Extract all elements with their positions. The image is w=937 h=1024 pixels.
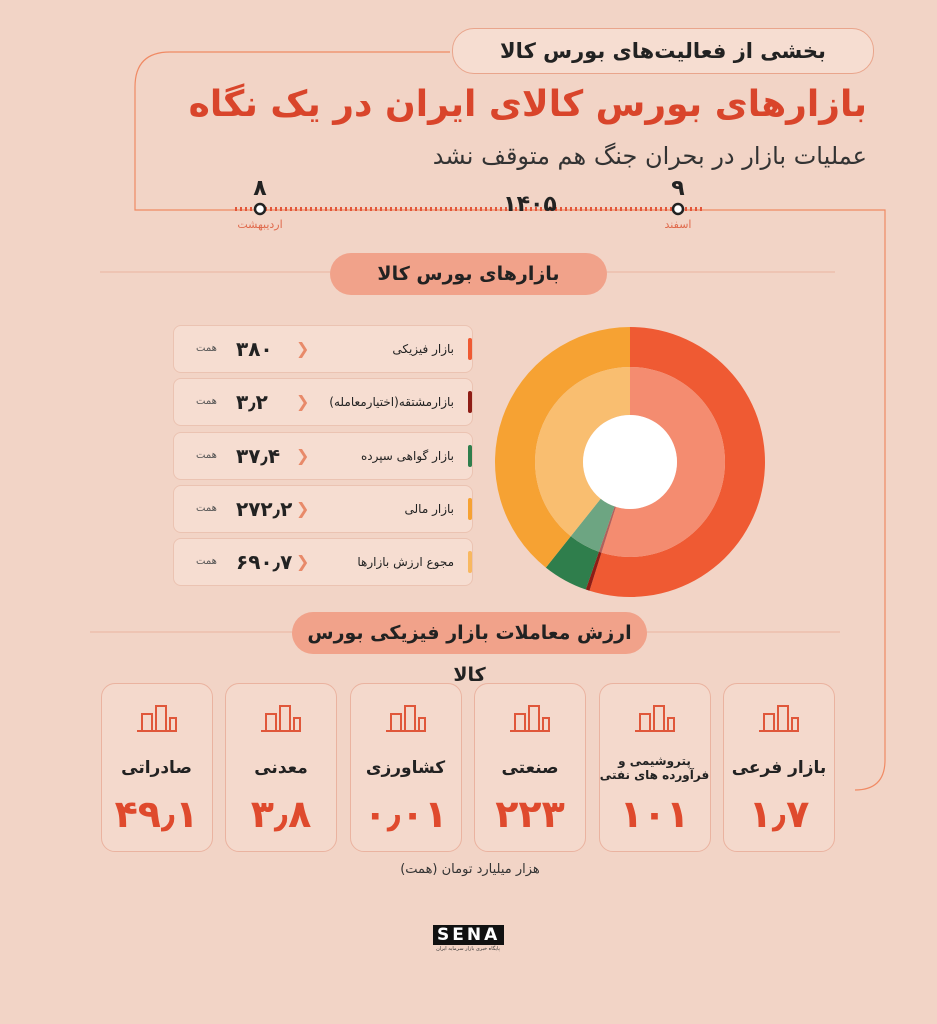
legend-unit: همت — [196, 396, 217, 408]
card-label: پتروشیمی و فرآورده های نفتی — [599, 754, 710, 782]
chevron: ❯ — [296, 445, 310, 465]
card-icon — [136, 705, 177, 732]
section-title: ارزش معاملات بازار فیزیکی بورس کالا — [292, 612, 647, 686]
timeline-month: اسفند — [664, 218, 692, 231]
card-value: ۰٫۰۱ — [363, 792, 448, 836]
legend-row: مجوع ارزش بازارها ❯ ۶۹۰٫۷ همت — [173, 538, 473, 587]
legend-label: بازارمشتقه(اختیارمعامله) — [329, 395, 454, 410]
donut-segment-inner — [535, 367, 630, 537]
card-value: ۱۰۱ — [619, 792, 690, 836]
market-card: پتروشیمی و فرآورده های نفتی ۱۰۱ — [598, 683, 711, 852]
icon-shape — [759, 705, 799, 732]
legend-unit: همت — [196, 449, 217, 461]
card-icon — [261, 705, 301, 732]
legend-label: بازار مالی — [404, 501, 454, 516]
unit-note: هزار میلیارد تومان (همت) — [400, 862, 540, 877]
legend-label: بازار فیزیکی — [392, 342, 454, 356]
legend-value: ۳۸۰ — [236, 337, 273, 361]
card-icon — [385, 705, 426, 732]
card-value: ۱٫۷ — [748, 792, 810, 836]
timeline-dot — [253, 202, 267, 216]
chevron: ❯ — [296, 552, 310, 572]
card-label: کشاورزی — [365, 758, 446, 778]
donut — [495, 327, 765, 597]
legend-unit: همت — [196, 556, 217, 568]
donut-segment-inner — [598, 506, 616, 553]
card-label: بازار فرعی — [731, 758, 827, 778]
chevron: ❯ — [296, 392, 310, 412]
legend-value: ۳٫۲ — [236, 390, 268, 415]
icon-shape — [634, 705, 675, 732]
kicker: بخشی از فعالیت‌های بورس کالا — [452, 28, 874, 74]
legend-color — [468, 391, 472, 414]
legend-color — [468, 444, 472, 467]
donut-segment — [545, 536, 599, 590]
timeline-dot — [671, 202, 685, 216]
legend-row: بازارمشتقه(اختیارمعامله) ❯ ۳٫۲ همت — [173, 378, 473, 427]
card-label: صادراتی — [121, 758, 192, 778]
icon-shape — [136, 705, 177, 732]
donut-hole — [583, 415, 677, 509]
legend-unit: همت — [196, 343, 217, 354]
card-icon — [510, 705, 550, 732]
card-icon — [759, 705, 799, 732]
card-icon — [634, 705, 675, 732]
market-card: صنعتی ۲۲۳ — [474, 683, 586, 852]
legend-value: ۲۷۲٫۲ — [236, 496, 293, 521]
frame-line — [134, 51, 886, 791]
timeline-day: ۹ — [671, 176, 685, 201]
donut-segment-inner — [601, 367, 726, 557]
card-value: ۲۲۳ — [495, 792, 565, 836]
legend-row: بازار فیزیکی ❯ ۳۸۰ همت — [173, 325, 473, 373]
legend-value: ۳۷٫۴ — [236, 443, 281, 468]
donut-segment — [589, 327, 765, 597]
legend-label: مجوع ارزش بازارها — [357, 555, 454, 570]
legend-label: بازار گواهی سپرده — [360, 448, 454, 463]
logo-tagline: پایگاه خبری بازار سرمایه ایران — [436, 946, 500, 952]
timeline-month: اردیبهشت — [237, 218, 283, 231]
card-label: صنعتی — [501, 758, 559, 778]
subtitle: عملیات بازار در بحران جنگ هم متوقف نشد — [432, 142, 867, 170]
legend-value: ۶۹۰٫۷ — [236, 550, 293, 575]
chevron: ❯ — [296, 498, 310, 518]
legend-unit: همت — [196, 502, 217, 514]
section-title: بازارهای بورس کالا — [330, 253, 607, 295]
market-card: کشاورزی ۰٫۰۱ — [349, 683, 462, 852]
chevron: ❯ — [296, 339, 310, 358]
timeline-day: ۸ — [253, 176, 267, 201]
card-label: معدنی — [254, 758, 308, 778]
card-value: ۳٫۸ — [250, 792, 312, 836]
card-value: ۴۹٫۱ — [114, 792, 199, 836]
market-card: بازار فرعی ۱٫۷ — [723, 683, 835, 852]
legend-row: بازار مالی ❯ ۲۷۲٫۲ همت — [173, 484, 473, 533]
timeline-year: ۱۴۰۵ — [503, 192, 557, 217]
donut-segment — [495, 327, 630, 568]
donut-segment-inner — [570, 498, 615, 552]
market-card: صادراتی ۴۹٫۱ — [100, 683, 213, 852]
legend-row: بازار گواهی سپرده ❯ ۳۷٫۴ همت — [173, 431, 473, 480]
donut-segment — [585, 551, 602, 591]
legend-color — [468, 497, 472, 520]
legend-color — [468, 338, 472, 360]
icon-shape — [261, 705, 301, 732]
market-card: معدنی ۳٫۸ — [225, 683, 337, 852]
legend-color — [468, 551, 472, 574]
icon-shape — [385, 705, 426, 732]
icon-shape — [510, 705, 550, 732]
logo: SENA — [433, 925, 505, 945]
title: بازارهای بورس کالای ایران در یک نگاه — [188, 84, 867, 125]
